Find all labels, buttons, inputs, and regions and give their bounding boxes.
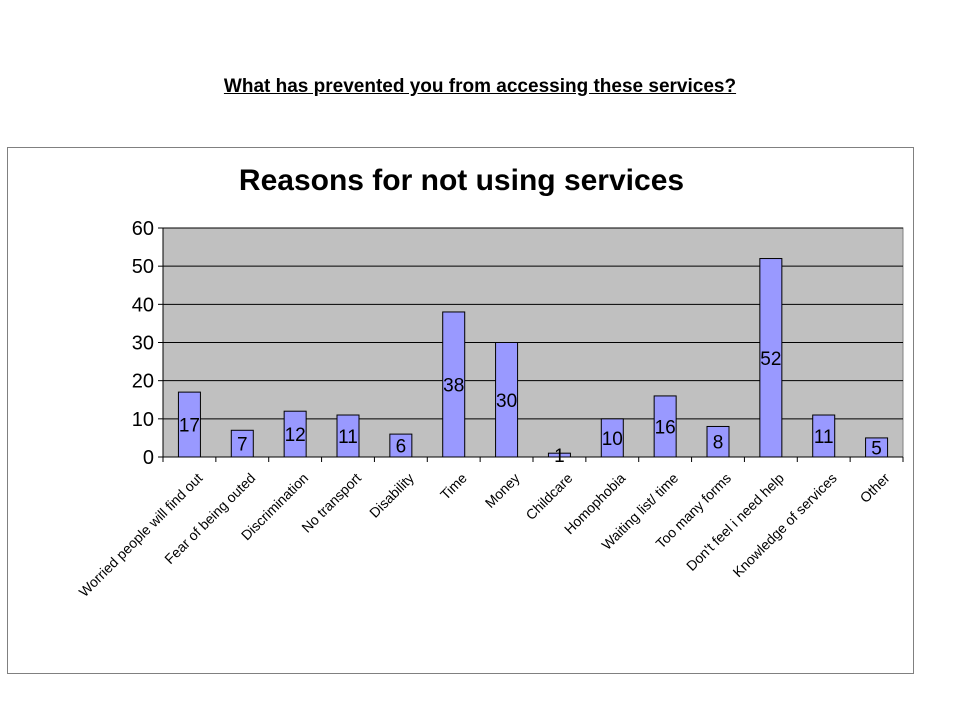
bar: [812, 414, 836, 458]
bars: [177, 258, 889, 458]
bar: [442, 311, 466, 458]
bar: [653, 395, 677, 458]
y-tick-label: 10: [132, 409, 154, 431]
bar-data-label: 1: [554, 446, 565, 467]
y-tick-label: 50: [132, 256, 154, 278]
bar-data-label: 30: [496, 391, 517, 412]
bar: [230, 429, 254, 458]
x-axis: [162, 456, 904, 462]
category-label: Other: [857, 470, 893, 506]
bar: [389, 433, 413, 458]
bar: [706, 425, 730, 458]
bar: [600, 418, 624, 458]
bar-data-label: 5: [871, 438, 882, 459]
y-axis: 0 10 20 30 40 50 60: [132, 218, 164, 469]
y-tick-label: 60: [132, 218, 154, 240]
category-label: Time: [437, 470, 470, 503]
category-label: Disability: [366, 470, 417, 521]
bar-data-label: 38: [443, 375, 464, 396]
y-tick-label: 20: [132, 371, 154, 393]
bar: [336, 414, 360, 458]
bar-data-label: 52: [760, 349, 781, 370]
bar: [495, 342, 519, 458]
bar-data-label: 7: [237, 435, 248, 456]
bar: [177, 391, 201, 458]
bar-data-labels: 17 7 12 11 6 38 30 1 10 16 8 52 11 5: [179, 349, 882, 467]
bar: [547, 452, 571, 458]
y-tick-label: 30: [132, 333, 154, 355]
bar-data-label: 8: [713, 433, 724, 454]
y-tick-label: 40: [132, 294, 154, 316]
category-label: Money: [482, 470, 523, 511]
bar: [283, 410, 307, 458]
bar-data-label: 17: [179, 416, 200, 437]
bar: [759, 258, 783, 458]
category-label: Fear of being outed: [161, 470, 258, 567]
page-heading: What has prevented you from accessing th…: [223, 76, 737, 97]
y-tick-label: 0: [143, 447, 154, 469]
category-label: Childcare: [522, 470, 575, 523]
category-label: Knowledge of services: [729, 470, 839, 580]
bar-data-label: 12: [285, 425, 306, 446]
category-label: Don't feel i need help: [683, 470, 787, 574]
bar-data-label: 6: [396, 437, 407, 458]
bar-data-label: 10: [602, 429, 623, 450]
chart-title: Reasons for not using services: [238, 164, 685, 197]
bar-data-label: 16: [655, 417, 676, 438]
bar-data-label: 11: [338, 427, 358, 448]
bar-data-label: 11: [814, 427, 834, 448]
bar: [865, 437, 889, 458]
